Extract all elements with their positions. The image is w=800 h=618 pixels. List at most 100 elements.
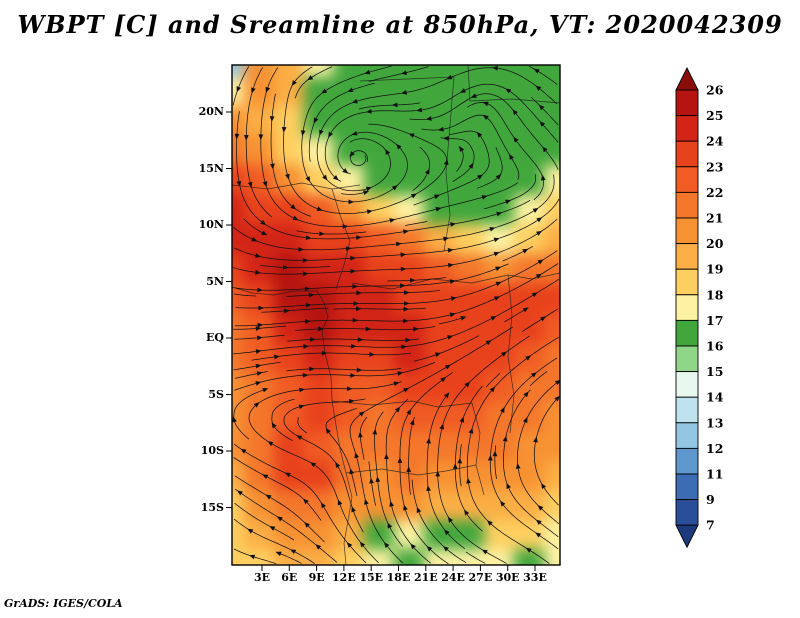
field-cell xyxy=(514,401,548,436)
x-tick-label: 18E xyxy=(386,571,411,584)
map-frame xyxy=(231,64,561,566)
field-cell xyxy=(454,372,488,406)
colorbar-label: 7 xyxy=(706,518,715,533)
field-cell xyxy=(364,431,398,465)
axis-ticks xyxy=(226,111,536,571)
field-cell xyxy=(274,549,308,565)
field-cell xyxy=(334,460,368,495)
field-cell xyxy=(544,549,560,565)
colorbar-segment xyxy=(675,191,699,219)
field-cell xyxy=(544,165,560,199)
colorbar-segment xyxy=(675,345,699,373)
field-cell xyxy=(304,224,338,258)
field-cell xyxy=(514,135,548,170)
colorbar-label: 15 xyxy=(706,364,723,379)
page-title: WBPT [C] and Sreamline at 850hPa, VT: 20… xyxy=(17,10,783,39)
field-cell xyxy=(484,165,518,199)
colorbar-segment xyxy=(675,217,699,245)
x-tick-label: 33E xyxy=(523,571,547,584)
field-cell xyxy=(334,519,368,554)
field-cell xyxy=(514,194,548,229)
field-cell xyxy=(304,194,338,229)
field-cell xyxy=(484,372,518,406)
field-cell xyxy=(544,519,560,554)
colorbar-label: 18 xyxy=(706,287,724,302)
field-cell xyxy=(364,76,398,111)
x-tick-label: 15E xyxy=(359,571,384,584)
colorbar-segment xyxy=(675,422,699,449)
field-cell xyxy=(364,519,398,554)
field-cell xyxy=(304,283,338,317)
y-tick-label: 10N xyxy=(198,218,224,231)
field-cell xyxy=(334,76,368,111)
x-tick-label: 3E xyxy=(253,571,271,584)
colorbar-label: 17 xyxy=(706,313,723,328)
field-cell xyxy=(544,342,560,377)
field-cell xyxy=(274,194,308,229)
field-cell xyxy=(394,135,428,170)
field-cell xyxy=(244,342,278,377)
field-cell xyxy=(544,313,560,347)
field-cell xyxy=(274,165,308,199)
x-tick-label: 6E xyxy=(281,571,298,584)
colorbar-segment xyxy=(675,371,699,398)
field-cell xyxy=(334,224,368,258)
field-cell xyxy=(514,253,548,288)
field-cell xyxy=(394,283,428,317)
x-tick-label: 30E xyxy=(495,571,520,584)
country-borders xyxy=(231,64,561,566)
field-cell xyxy=(244,460,278,495)
x-tick-label: 12E xyxy=(332,571,356,584)
field-cell xyxy=(514,519,548,554)
colorbar-segment xyxy=(675,268,699,296)
field-cell xyxy=(424,372,458,406)
field-cell xyxy=(484,401,518,436)
y-tick-label: 15N xyxy=(198,161,224,175)
colorbar-label: 16 xyxy=(706,339,724,354)
field-cell xyxy=(454,519,488,554)
field-cell xyxy=(514,342,548,377)
colorbar-label: 23 xyxy=(706,159,723,174)
field-cell xyxy=(334,283,368,317)
field-cell xyxy=(304,519,338,554)
streamlines-group xyxy=(232,65,561,565)
field-cell xyxy=(514,283,548,317)
field-cell xyxy=(544,283,560,317)
x-tick-label: 9E xyxy=(308,571,325,584)
colorbar-segment xyxy=(675,499,699,526)
field-cell xyxy=(544,253,560,288)
colorbar-label: 9 xyxy=(706,492,715,507)
field-cell xyxy=(334,194,368,229)
colorbar-segment xyxy=(675,140,699,168)
colorbar-segment xyxy=(675,294,699,321)
field-cell xyxy=(244,224,278,258)
colorbar-label: 24 xyxy=(706,134,724,149)
field-cell xyxy=(454,490,488,524)
field-cell xyxy=(454,283,488,317)
field-cell xyxy=(424,165,458,199)
y-tick-label: 15S xyxy=(200,500,224,514)
colorbar-segment xyxy=(675,115,699,142)
field-cell xyxy=(424,549,458,565)
field-cell xyxy=(274,135,308,170)
field-cell xyxy=(454,135,488,170)
colorbar-segment xyxy=(675,243,699,270)
field-cell xyxy=(244,372,278,406)
field-cell xyxy=(364,372,398,406)
field-cell xyxy=(484,135,518,170)
field-cell xyxy=(244,549,278,565)
field-cell xyxy=(244,431,278,465)
colorbar-label: 13 xyxy=(706,415,723,430)
field-cell xyxy=(484,283,518,317)
field-cell xyxy=(304,460,338,495)
field-cell xyxy=(274,224,308,258)
field-cell xyxy=(394,372,428,406)
field-cell xyxy=(274,76,308,111)
field-cell xyxy=(544,372,560,406)
field-cell xyxy=(334,313,368,347)
x-tick-label: 21E xyxy=(413,571,438,584)
x-tick-label: 24E xyxy=(441,571,465,584)
colorbar-label: 19 xyxy=(706,262,723,277)
shaded-field-map xyxy=(232,65,560,565)
colorbar-label: 12 xyxy=(706,441,723,456)
